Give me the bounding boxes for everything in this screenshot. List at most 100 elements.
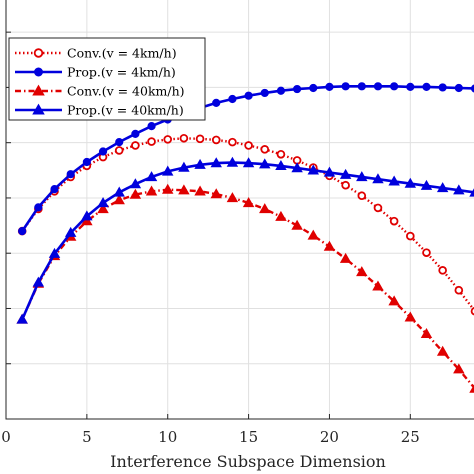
data-point — [195, 134, 205, 144]
data-point — [145, 171, 158, 182]
data-point — [98, 147, 108, 156]
legend-entry: Conv.(v = 40km/h) — [15, 84, 185, 99]
data-point — [32, 276, 45, 287]
data-point — [131, 129, 140, 138]
data-point — [226, 156, 239, 167]
data-point — [97, 197, 109, 208]
legend-entry: Prop.(v = 4km/h) — [15, 65, 176, 80]
data-point — [469, 188, 474, 197]
data-point — [66, 170, 75, 179]
data-point — [420, 179, 433, 190]
data-point — [228, 137, 237, 147]
data-point — [162, 183, 174, 194]
data-point — [307, 164, 319, 175]
data-point — [228, 94, 237, 104]
series-3 — [16, 183, 474, 393]
data-point — [436, 182, 449, 193]
data-point — [115, 138, 124, 147]
data-point — [357, 191, 367, 201]
data-point — [341, 180, 350, 190]
data-point — [406, 231, 415, 241]
data-point — [454, 83, 463, 93]
data-point — [81, 210, 93, 221]
data-point — [454, 285, 464, 295]
data-point — [453, 184, 465, 195]
data-point — [341, 82, 350, 91]
legend-marker — [34, 67, 43, 77]
data-point — [325, 82, 334, 91]
legend-entry: Prop.(v = 40km/h) — [15, 103, 184, 118]
data-point — [420, 328, 433, 339]
legend-label: Prop.(v = 4km/h) — [67, 65, 176, 80]
series-line — [21, 188, 474, 390]
series-2 — [18, 82, 474, 236]
data-point — [50, 185, 59, 194]
legend-label: Prop.(v = 40km/h) — [67, 103, 184, 118]
data-point — [131, 141, 140, 150]
data-point — [438, 83, 447, 92]
x-tick-label: 0 — [1, 428, 11, 446]
data-point — [323, 240, 336, 251]
data-point — [389, 216, 399, 226]
legend-entry: Conv.(v = 4km/h) — [15, 46, 177, 61]
data-point — [372, 173, 384, 184]
data-point — [404, 177, 417, 188]
data-point — [147, 122, 156, 131]
data-point — [163, 135, 173, 144]
data-point — [373, 82, 383, 91]
data-point — [307, 229, 319, 240]
data-point — [179, 133, 189, 143]
x-axis-ticks: 0 5 10 15 20 25 — [1, 414, 420, 446]
data-point — [276, 86, 286, 95]
data-point — [244, 91, 253, 100]
data-point — [390, 82, 399, 91]
series-layer — [16, 82, 474, 393]
data-point — [97, 203, 109, 214]
data-point — [293, 84, 302, 94]
data-point — [226, 192, 239, 203]
data-point — [275, 160, 287, 171]
legend-marker — [33, 48, 44, 58]
data-point — [323, 166, 336, 177]
data-point — [244, 141, 253, 150]
legend-marker — [32, 103, 45, 115]
data-point — [16, 313, 28, 324]
data-point — [436, 345, 449, 356]
data-point — [34, 203, 43, 212]
data-point — [212, 98, 221, 107]
x-tick-label: 25 — [401, 428, 420, 446]
data-point — [469, 384, 474, 393]
data-point — [194, 158, 206, 169]
data-point — [291, 162, 303, 173]
data-point — [453, 363, 465, 374]
data-point — [242, 157, 255, 168]
data-point — [113, 194, 125, 205]
data-point — [260, 88, 269, 98]
data-point — [114, 146, 124, 155]
data-point — [147, 137, 156, 146]
data-point — [357, 82, 366, 91]
data-point — [438, 266, 447, 275]
data-point — [82, 157, 91, 167]
data-point — [194, 185, 206, 196]
data-point — [178, 184, 190, 195]
data-point — [388, 175, 400, 186]
x-axis-label: Interference Subspace Dimension — [110, 452, 386, 471]
x-tick-label: 5 — [82, 428, 92, 446]
data-point — [259, 158, 271, 169]
data-point — [129, 178, 142, 189]
data-point — [406, 82, 415, 91]
data-point — [356, 171, 368, 182]
data-point — [291, 219, 303, 230]
data-point — [211, 135, 221, 145]
data-point — [242, 197, 255, 208]
data-point — [210, 188, 222, 199]
plot-frame — [5, 0, 474, 420]
data-point — [309, 83, 318, 93]
data-point — [210, 157, 222, 168]
legend-label: Conv.(v = 40km/h) — [67, 84, 185, 99]
y-axis-ticks — [6, 31, 11, 420]
data-point — [339, 168, 352, 179]
data-point — [276, 149, 286, 159]
x-tick-label: 20 — [320, 428, 339, 446]
